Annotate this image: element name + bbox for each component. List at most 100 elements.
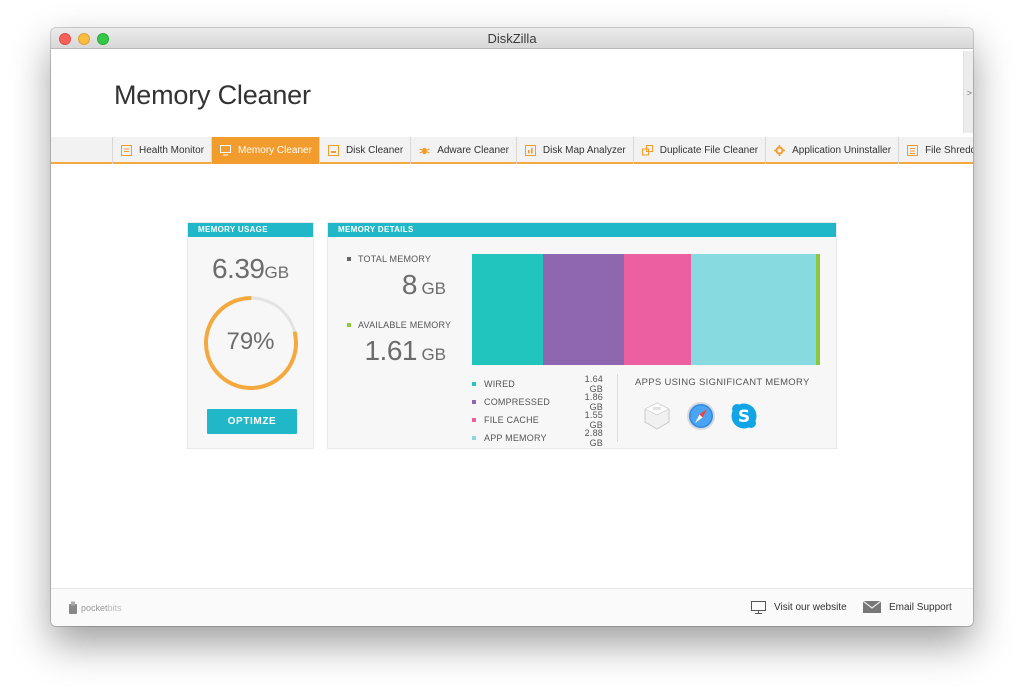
divider — [617, 374, 618, 442]
memory-used-value: 6.39 — [211, 253, 265, 284]
legend-name: APP MEMORY — [484, 433, 547, 443]
tab-application-uninstaller[interactable]: Application Uninstaller — [765, 137, 898, 164]
bar-segment-available — [815, 254, 820, 365]
compressed-swatch — [472, 400, 476, 404]
tab-label: Disk Map Analyzer — [542, 145, 626, 156]
minimize-window-button[interactable] — [78, 33, 90, 45]
total-memory-label-text: TOTAL MEMORY — [358, 254, 432, 264]
memory-details-heading: MEMORY DETAILS — [328, 223, 836, 237]
email-support-link[interactable]: Email Support — [863, 601, 952, 613]
monitor-icon — [220, 145, 232, 156]
apps-using-memory-heading: APPS USING SIGNIFICANT MEMORY — [635, 377, 810, 388]
memory-used-unit: GB — [264, 263, 290, 282]
close-window-button[interactable] — [59, 33, 71, 45]
legend-value: 1.86 GB — [584, 392, 603, 412]
tab-file-shredder[interactable]: File Shredder — [898, 137, 973, 164]
memory-usage-heading: MEMORY USAGE — [188, 223, 313, 237]
bar-segment-wired — [472, 254, 544, 365]
tab-memory-cleaner[interactable]: Memory Cleaner — [211, 137, 319, 164]
visit-website-label: Visit our website — [774, 602, 847, 613]
tab-health-monitor[interactable]: Health Monitor — [112, 137, 211, 164]
chevron-right-icon[interactable]: > — [966, 88, 972, 98]
tab-adware-cleaner[interactable]: Adware Cleaner — [410, 137, 516, 164]
tab-label: Adware Cleaner — [437, 145, 509, 156]
available-memory-label-text: AVAILABLE MEMORY — [358, 320, 452, 330]
disk-cleaner-icon — [327, 145, 339, 156]
tab-list: Health Monitor Memory Cleaner Disk Clean… — [112, 137, 973, 164]
memory-usage-percent: 79% — [226, 328, 275, 355]
gear-icon — [774, 145, 786, 156]
brand-text-b: bits — [107, 603, 122, 613]
total-memory-unit: GB — [421, 279, 446, 298]
app-memory-swatch — [472, 436, 476, 440]
bar-segment-app-memory — [691, 254, 816, 365]
wired-swatch — [472, 382, 476, 386]
legend-row-wired: WIRED 1.64 GB — [472, 374, 607, 394]
shredder-icon — [907, 145, 919, 156]
email-support-label: Email Support — [889, 601, 952, 613]
bar-segment-compressed — [543, 254, 624, 365]
safari-icon[interactable] — [686, 401, 716, 431]
footer: pocket bits Visit our website Email Suppo… — [51, 588, 973, 626]
legend-value: 2.88 GB — [584, 428, 603, 448]
available-memory-readout: 1.61 GB — [364, 335, 446, 367]
tab-disk-cleaner[interactable]: Disk Cleaner — [318, 137, 410, 164]
health-monitor-icon — [121, 145, 132, 156]
zoom-window-button[interactable] — [97, 33, 109, 45]
module-tab-bar: Health Monitor Memory Cleaner Disk Clean… — [51, 137, 973, 164]
bar-segment-file-cache — [623, 254, 692, 365]
legend-row-app-memory: APP MEMORY 2.88 GB — [472, 428, 607, 448]
svg-text:S: S — [738, 407, 750, 427]
memory-usage-card: MEMORY USAGE 6.39GB 79% OPTIMZE — [187, 222, 314, 449]
available-memory-unit: GB — [421, 345, 446, 364]
app-window: DiskZilla Memory Cleaner > Health Monito… — [51, 28, 973, 626]
total-memory-value: 8 — [401, 269, 418, 300]
tab-disk-map-analyzer[interactable]: Disk Map Analyzer — [515, 137, 633, 164]
visit-website-link[interactable]: Visit our website — [751, 601, 847, 614]
tab-label: Duplicate File Cleaner — [659, 145, 759, 156]
tab-label: Health Monitor — [139, 145, 205, 156]
side-scroll-strip[interactable]: > — [963, 51, 973, 133]
tab-duplicate-file-cleaner[interactable]: Duplicate File Cleaner — [632, 137, 765, 164]
tab-label: Disk Cleaner — [345, 145, 404, 156]
brand-text-a: pocket — [81, 603, 108, 613]
bug-icon — [419, 147, 430, 155]
memory-breakdown-bar — [472, 254, 820, 365]
memory-breakdown-legend: WIRED 1.64 GB COMPRESSED 1.86 GB FILE CA… — [472, 374, 607, 448]
available-memory-label: AVAILABLE MEMORY — [347, 320, 451, 330]
legend-name: COMPRESSED — [484, 397, 551, 407]
duplicate-files-icon — [641, 145, 653, 156]
legend-row-file-cache: FILE CACHE 1.55 GB — [472, 410, 607, 430]
pocketbits-logo: pocket bits — [68, 601, 122, 615]
optimize-button[interactable]: OPTIMZE — [207, 409, 297, 434]
tab-label: Memory Cleaner — [238, 145, 312, 156]
memory-usage-gauge-fill — [204, 296, 298, 390]
skype-icon[interactable]: S — [729, 401, 759, 431]
envelope-icon — [863, 601, 881, 613]
memory-usage-gauge — [204, 296, 298, 390]
title-bar: DiskZilla — [51, 28, 973, 49]
total-memory-label: TOTAL MEMORY — [347, 254, 431, 264]
legend-name: WIRED — [484, 379, 515, 389]
main-content: MEMORY USAGE 6.39GB 79% OPTIMZE MEMORY D… — [51, 166, 973, 588]
legend-value: 1.55 GB — [584, 410, 603, 430]
tab-label: File Shredder — [925, 145, 973, 156]
memory-used-readout: 6.39GB — [188, 253, 313, 285]
page-header: Memory Cleaner > — [51, 49, 973, 137]
file-cache-swatch — [472, 418, 476, 422]
disk-map-icon — [524, 145, 536, 156]
legend-value: 1.64 GB — [584, 374, 603, 394]
available-memory-value: 1.61 — [364, 335, 417, 366]
total-memory-readout: 8 GB — [402, 269, 446, 301]
page-title: Memory Cleaner — [114, 80, 311, 110]
pocketbits-logo-icon — [69, 601, 77, 614]
tab-label: Application Uninstaller — [792, 145, 892, 156]
memory-details-card: MEMORY DETAILS TOTAL MEMORY 8 GB AVAILAB… — [327, 222, 837, 449]
monitor-icon — [751, 601, 766, 614]
bullet-icon — [347, 322, 351, 327]
bullet-icon — [347, 256, 351, 261]
window-title: DiskZilla — [487, 31, 537, 46]
legend-name: FILE CACHE — [484, 415, 540, 425]
generic-app-icon[interactable] — [642, 401, 672, 431]
legend-row-compressed: COMPRESSED 1.86 GB — [472, 392, 607, 412]
